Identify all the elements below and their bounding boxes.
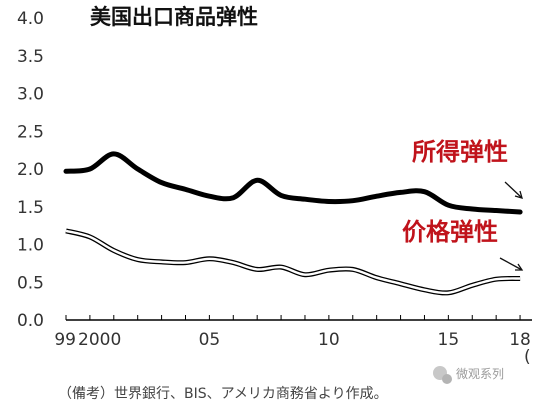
source-note: （備考）世界銀行、BIS、アメリカ商務省より作成。 — [58, 386, 388, 402]
y-tick-label: 0.5 — [17, 273, 44, 293]
x-tick-label: 99 — [54, 330, 76, 350]
series-label-price-elasticity: 价格弹性 — [402, 218, 498, 246]
series-label-income-elasticity: 所得弹性 — [412, 138, 508, 166]
watermark-text: 微观系列 — [456, 367, 504, 381]
x-tick-label: 18 — [509, 330, 531, 350]
arrow-income — [504, 181, 523, 199]
watermark: 微观系列 — [433, 366, 504, 384]
x-tick-label: 10 — [318, 330, 340, 350]
series-line-price-elasticity-inner — [65, 229, 521, 295]
y-tick-label: 3.5 — [17, 47, 44, 67]
y-tick-label: 1.5 — [17, 198, 44, 218]
chart-title: 美国出口商品弹性 — [90, 5, 258, 29]
y-tick-label: 3.0 — [17, 85, 44, 105]
series-line-income-elasticity — [63, 151, 523, 215]
arrow-income-head — [514, 190, 523, 199]
x-axis-ticks: 99 2000 05 10 15 18 — [54, 315, 531, 350]
arrow-price-head — [515, 263, 524, 271]
y-tick-label: 2.0 — [17, 160, 44, 180]
x-tick-label: 15 — [438, 330, 460, 350]
y-tick-label: 1.0 — [17, 236, 44, 256]
chat-bubble-icon-secondary — [442, 374, 452, 384]
plot-area — [63, 151, 523, 296]
y-tick-label: 2.5 — [17, 122, 44, 142]
y-tick-label: 4.0 — [17, 9, 44, 29]
x-tick-label: 05 — [199, 330, 221, 350]
x-tick-label: 2000 — [78, 330, 121, 350]
y-tick-label: 0.0 — [17, 311, 44, 331]
y-axis-ticks: 0.0 0.5 1.0 1.5 2.0 2.5 3.0 3.5 4.0 — [17, 9, 44, 331]
arrow-price — [499, 257, 523, 271]
tick-annotation-paren: ( — [524, 347, 531, 367]
